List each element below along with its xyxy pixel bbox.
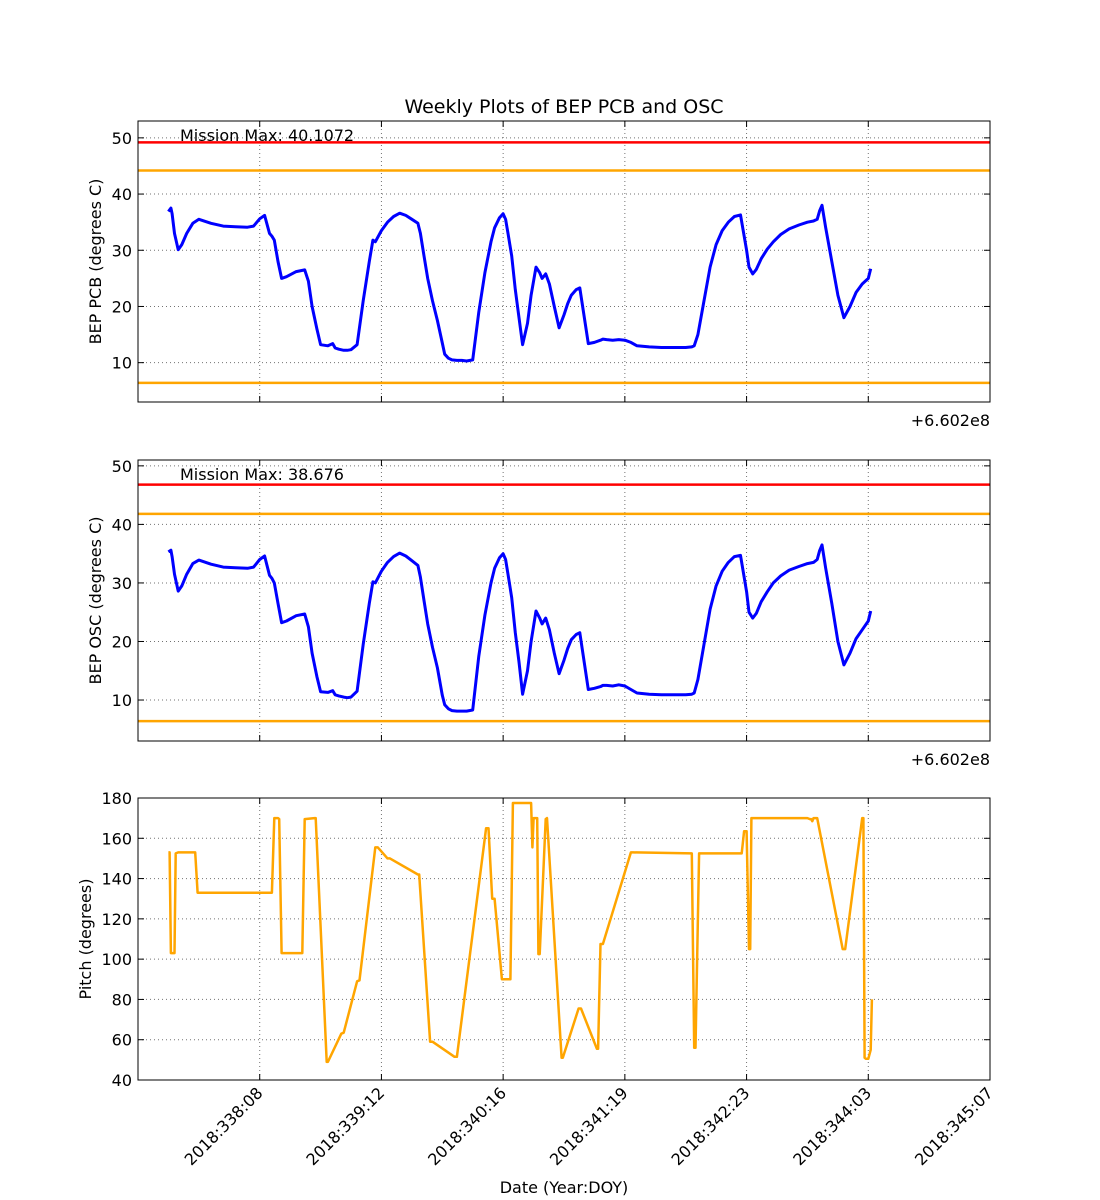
panel-3-grid: [138, 797, 991, 1081]
y-tick-label: 40: [112, 1071, 132, 1090]
panel-3: 40 60 80 100 120 140 160 180 Pitch (degrees): [76, 789, 991, 1090]
panel-1-series-line: [167, 203, 873, 363]
panel-2-y-axis-label: BEP OSC (degrees C): [86, 517, 105, 685]
x-tick-label: 2018:339:12: [302, 1083, 388, 1169]
y-tick-label: 100: [101, 950, 132, 969]
y-tick-label: 10: [112, 354, 132, 373]
panel-3-series-line: [168, 801, 874, 1064]
panel-2-grid: [138, 460, 991, 741]
panel-2-offset-text: +6.602e8: [911, 750, 990, 769]
y-tick-label: 50: [112, 129, 132, 148]
x-tick-label: 2018:338:08: [181, 1083, 267, 1169]
panel-1-y-axis-label: BEP PCB (degrees C): [86, 179, 105, 345]
panel-1-mission-max: Mission Max: 40.1072: [180, 126, 354, 145]
chart-title: Weekly Plots of BEP PCB and OSC: [404, 96, 723, 118]
x-axis-label: Date (Year:DOY): [500, 1178, 629, 1197]
panel-1-offset-text: +6.602e8: [911, 411, 990, 430]
y-tick-label: 50: [112, 457, 132, 476]
y-tick-label: 80: [112, 990, 132, 1009]
panel-2-frame: [137, 459, 991, 742]
x-tick-label: 2018:342:23: [668, 1083, 754, 1169]
panel-1: 10 20 30 40 50 BEP PCB (degrees C) Mission Max…: [86, 120, 991, 430]
panel-3-frame: [137, 797, 991, 1081]
y-tick-label: 30: [112, 241, 132, 260]
y-tick-label: 40: [112, 515, 132, 534]
panel-1-grid: [138, 121, 991, 402]
panel-3-y-axis-label: Pitch (degrees): [76, 879, 95, 1000]
panel-2-series-line: [167, 543, 873, 713]
panel-2-mission-max: Mission Max: 38.676: [180, 465, 344, 484]
y-tick-label: 20: [112, 297, 132, 316]
y-tick-label: 160: [101, 829, 132, 848]
y-tick-label: 40: [112, 185, 132, 204]
y-tick-label: 20: [112, 632, 132, 651]
x-tick-label: 2018:340:16: [424, 1083, 510, 1169]
x-tick-label: 2018:344:03: [789, 1083, 875, 1169]
y-tick-label: 60: [112, 1031, 132, 1050]
x-tick-label: 2018:341:19: [546, 1083, 632, 1169]
x-tick-label: 2018:345:07: [911, 1083, 997, 1169]
y-tick-label: 140: [101, 870, 132, 889]
panel-1-frame: [137, 120, 991, 403]
y-tick-label: 120: [101, 910, 132, 929]
y-tick-label: 180: [101, 789, 132, 808]
panel-2: 10 20 30 40 50 BEP OSC (degrees C) Mission Max…: [86, 457, 991, 769]
y-tick-label: 30: [112, 574, 132, 593]
y-tick-label: 10: [112, 691, 132, 710]
